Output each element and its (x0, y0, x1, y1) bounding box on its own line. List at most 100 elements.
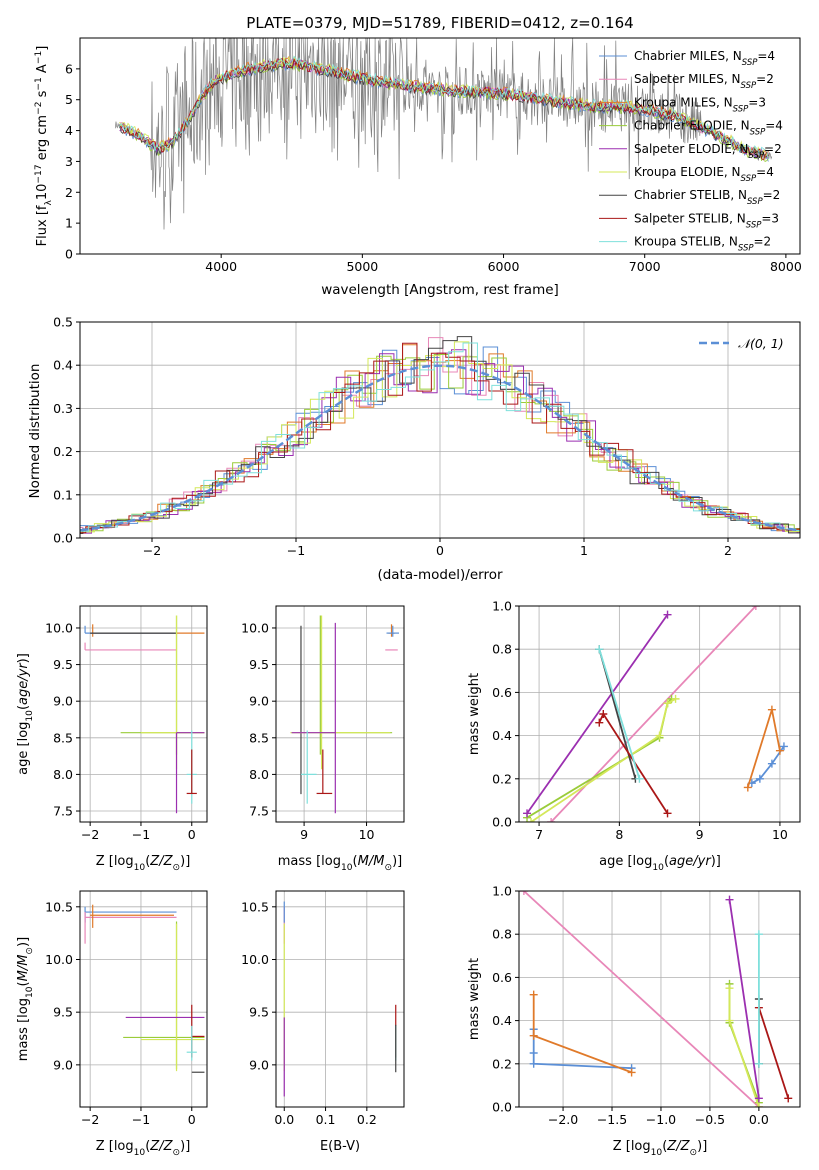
errorbar-chabrier-elodie (319, 615, 393, 755)
errorbar-chabrier-miles (386, 625, 400, 637)
label-part: 10 (25, 986, 35, 998)
series-kroupa-stelib (595, 645, 644, 783)
x-tick-label: 0.1 (316, 1112, 336, 1127)
errorbar-chabrier-miles (84, 625, 177, 634)
series-marker (599, 710, 608, 718)
series-line (728, 899, 760, 1099)
x-tick-label: −1 (287, 543, 305, 558)
errorbar-salpeter-miles (84, 642, 177, 651)
legend-label-text: Kroupa ELODIE, N (634, 165, 741, 179)
y-tick-label: 0 (65, 247, 73, 262)
y-tick-label: 3 (65, 154, 73, 169)
errorbar-kroupa-elodie (290, 615, 391, 770)
label-part: age [log (16, 722, 31, 775)
label-part: ⊙ (173, 1148, 181, 1158)
errorbar-kroupa-miles (90, 904, 174, 928)
x-axis-label: wavelength [Angstrom, rest frame] (321, 282, 559, 298)
series-kroupa-stelib (754, 930, 763, 1068)
label-part: )] (697, 1139, 707, 1154)
label-part: A (35, 64, 50, 77)
plot-area (290, 615, 400, 814)
x-axis-label: Z [log10(Z/Z⊙)] (96, 1139, 191, 1158)
label-part: )] (711, 854, 721, 869)
label-part: ] (35, 46, 50, 51)
series-line (758, 1007, 790, 1099)
x-tick-label: −1.5 (597, 1112, 627, 1127)
y-tick-label: 10.5 (45, 899, 73, 914)
errorbar-kroupa-stelib (186, 1025, 197, 1061)
y-tick-label: 9.5 (249, 657, 269, 672)
label-part: −1 (34, 51, 44, 64)
y-tick-label: 8.0 (53, 767, 73, 782)
plot-area (84, 904, 205, 1073)
plot-area (519, 891, 793, 1107)
x-tick-label: 0.2 (357, 1112, 377, 1127)
legend-label-tail: =2 (754, 235, 772, 249)
y-tick-label: 9.5 (249, 1005, 269, 1020)
legend-label-tail: =3 (761, 211, 779, 225)
label-part: ( (145, 1139, 150, 1154)
series-marker (527, 818, 536, 822)
series-line (532, 994, 632, 1074)
series-marker (754, 1094, 763, 1103)
legend-label: Kroupa ELODIE, NSSP=4 (634, 165, 774, 184)
y-tick-label: 8.5 (249, 730, 269, 745)
axes-frame (79, 890, 208, 1108)
series-marker (595, 645, 604, 654)
series-kroupa-miles (743, 705, 784, 792)
legend-label-tail: =3 (748, 95, 766, 109)
plot-area (283, 901, 397, 1097)
series-salpeter-stelib (595, 710, 672, 818)
y-tick-label: 7.5 (53, 804, 73, 819)
x-tick-label: −0.5 (695, 1112, 725, 1127)
hist-kroupa-stelib (80, 342, 800, 532)
panel-mass_vs_EBV: 0.0 0.1 0.2 9.0 9.5 10.0 10.5 E(B-V) (241, 890, 405, 1154)
panel-residuals: −2 −1 0 1 2 0.0 0.1 0.2 0.3 0.4 0.5 𝒩(0, 1) (data-mo… (27, 315, 801, 583)
series-marker (725, 984, 734, 993)
series-marker (547, 818, 556, 822)
label-part: λ (44, 200, 54, 206)
errorbar-salpeter-elodie (291, 622, 336, 814)
series-marker (529, 1031, 538, 1040)
label-part: Flux [f (35, 205, 50, 246)
x-tick-label: −1.0 (646, 1112, 676, 1127)
errorbar-salpeter-stelib (186, 749, 197, 795)
label-part: 10 (341, 863, 353, 873)
legend-label-text: Salpeter STELIB, N (634, 211, 746, 225)
label-part: Z/Z (666, 1139, 690, 1154)
series-marker (767, 705, 776, 714)
label-part: )] (16, 653, 31, 663)
legend-label: Chabrier MILES, NSSP=4 (634, 49, 775, 68)
label-part: mass [log (16, 998, 31, 1061)
label-part: −2 (34, 102, 44, 115)
legend-label-tail: =2 (763, 188, 781, 202)
axes-frame (518, 890, 801, 1108)
series-line (532, 1029, 632, 1069)
label-part: erg cm (35, 115, 50, 164)
series-line (523, 891, 760, 1107)
errorbar-kroupa-elodie (140, 923, 205, 1072)
y-axis-label: mass weight (467, 958, 482, 1040)
y-tick-label: 1.0 (492, 599, 512, 614)
y-tick-label: 7.5 (249, 804, 269, 819)
series-salpeter-elodie (523, 610, 672, 818)
series-marker (779, 742, 788, 751)
series-marker (725, 895, 734, 904)
plot-area (80, 336, 800, 535)
errorbar-salpeter-stelib (191, 1004, 205, 1058)
axes-frame (275, 890, 405, 1108)
x-tick-label: −2 (81, 1112, 99, 1127)
y-tick-label: 0.5 (53, 315, 73, 330)
y-tick-label: 8.5 (53, 730, 73, 745)
y-tick-label: 0.8 (492, 642, 512, 657)
label-part: )] (180, 854, 190, 869)
y-tick-label: 4 (65, 123, 73, 138)
legend-label-text: Chabrier STELIB, N (634, 188, 747, 202)
axes-frame (275, 605, 405, 823)
label-part: ( (145, 854, 150, 869)
legend-label-sub: SSP (741, 174, 757, 184)
series-marker (775, 746, 784, 755)
y-axis-label: age [log10(age/yr)] (16, 653, 35, 775)
legend-label-text: Kroupa MILES, N (634, 95, 733, 109)
errorbar-kroupa-miles (90, 624, 205, 637)
